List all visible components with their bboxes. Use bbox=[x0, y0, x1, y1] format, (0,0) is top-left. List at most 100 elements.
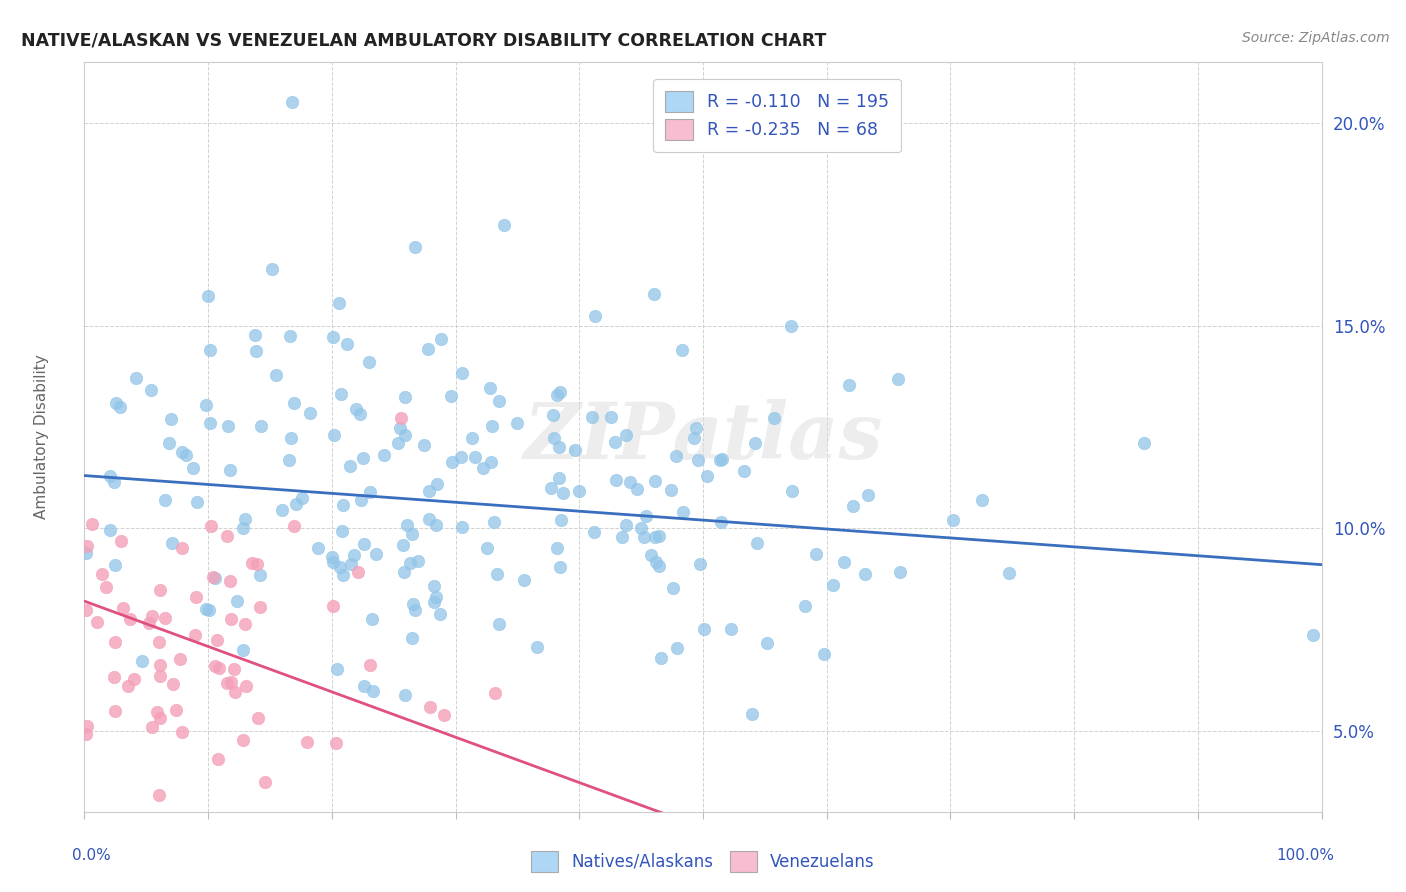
Point bbox=[696, 468, 718, 483]
Point bbox=[245, 343, 267, 358]
Point bbox=[235, 679, 257, 693]
Point bbox=[75, 603, 97, 617]
Point bbox=[218, 463, 240, 477]
Point bbox=[149, 711, 172, 725]
Point bbox=[264, 368, 287, 383]
Point bbox=[186, 590, 208, 604]
Point bbox=[418, 512, 440, 526]
Point bbox=[640, 549, 662, 563]
Point bbox=[643, 287, 665, 301]
Point bbox=[198, 603, 221, 617]
Point bbox=[76, 719, 98, 733]
Point bbox=[162, 676, 184, 690]
Point bbox=[1133, 435, 1156, 450]
Point bbox=[146, 705, 169, 719]
Point bbox=[394, 688, 416, 702]
Point bbox=[450, 450, 472, 464]
Point bbox=[172, 725, 194, 739]
Point bbox=[481, 419, 503, 434]
Point bbox=[451, 520, 474, 534]
Point bbox=[253, 775, 276, 789]
Point bbox=[720, 622, 742, 636]
Point bbox=[614, 428, 637, 442]
Point bbox=[183, 460, 205, 475]
Point bbox=[124, 673, 146, 687]
Point bbox=[295, 735, 318, 749]
Point bbox=[661, 483, 683, 498]
Point bbox=[366, 547, 388, 561]
Point bbox=[645, 555, 668, 569]
Point bbox=[328, 296, 350, 310]
Point bbox=[551, 486, 574, 500]
Point bbox=[747, 536, 769, 550]
Point bbox=[889, 565, 911, 579]
Point bbox=[838, 377, 860, 392]
Point bbox=[339, 558, 361, 572]
Point bbox=[332, 568, 354, 582]
Point bbox=[202, 570, 225, 584]
Point bbox=[284, 497, 307, 511]
Point bbox=[195, 398, 218, 412]
Point bbox=[118, 612, 141, 626]
Point bbox=[141, 720, 163, 734]
Point bbox=[155, 492, 177, 507]
Point bbox=[484, 515, 506, 529]
Point bbox=[440, 455, 463, 469]
Point bbox=[278, 328, 301, 343]
Point bbox=[664, 450, 686, 464]
Point bbox=[644, 531, 666, 545]
Point bbox=[232, 643, 254, 657]
Point bbox=[391, 411, 413, 425]
Point bbox=[972, 492, 994, 507]
Point bbox=[148, 582, 170, 597]
Point bbox=[689, 557, 711, 571]
Point bbox=[90, 567, 112, 582]
Point bbox=[170, 445, 193, 459]
Point bbox=[733, 464, 755, 478]
Point bbox=[486, 567, 509, 582]
Point bbox=[281, 95, 304, 110]
Point bbox=[98, 468, 121, 483]
Point bbox=[666, 641, 689, 656]
Point bbox=[207, 752, 229, 766]
Point bbox=[813, 647, 835, 661]
Point bbox=[138, 615, 160, 630]
Point bbox=[430, 332, 453, 346]
Point bbox=[104, 704, 127, 718]
Point bbox=[600, 410, 623, 425]
Point bbox=[353, 537, 375, 551]
Point bbox=[283, 519, 305, 533]
Point bbox=[215, 675, 238, 690]
Point bbox=[343, 549, 366, 563]
Point bbox=[280, 431, 302, 445]
Point bbox=[709, 453, 731, 467]
Point bbox=[425, 518, 447, 533]
Point bbox=[173, 814, 195, 828]
Point bbox=[605, 473, 627, 487]
Point bbox=[633, 530, 655, 544]
Point bbox=[232, 732, 254, 747]
Point bbox=[322, 599, 344, 613]
Point bbox=[149, 668, 172, 682]
Point bbox=[461, 431, 484, 445]
Point bbox=[240, 556, 263, 570]
Point bbox=[233, 616, 256, 631]
Point bbox=[104, 396, 127, 410]
Point bbox=[307, 541, 329, 555]
Point bbox=[710, 515, 733, 529]
Text: NATIVE/ALASKAN VS VENEZUELAN AMBULATORY DISABILITY CORRELATION CHART: NATIVE/ALASKAN VS VENEZUELAN AMBULATORY … bbox=[21, 31, 827, 49]
Point bbox=[96, 581, 118, 595]
Point bbox=[644, 474, 666, 488]
Point bbox=[741, 707, 763, 722]
Point bbox=[160, 412, 183, 426]
Point bbox=[197, 288, 219, 302]
Point bbox=[794, 599, 817, 613]
Point bbox=[75, 727, 97, 741]
Point bbox=[541, 408, 564, 422]
Point bbox=[479, 455, 502, 469]
Point bbox=[184, 628, 207, 642]
Point bbox=[610, 530, 633, 544]
Point bbox=[186, 495, 208, 509]
Point bbox=[103, 475, 125, 489]
Point bbox=[149, 657, 172, 672]
